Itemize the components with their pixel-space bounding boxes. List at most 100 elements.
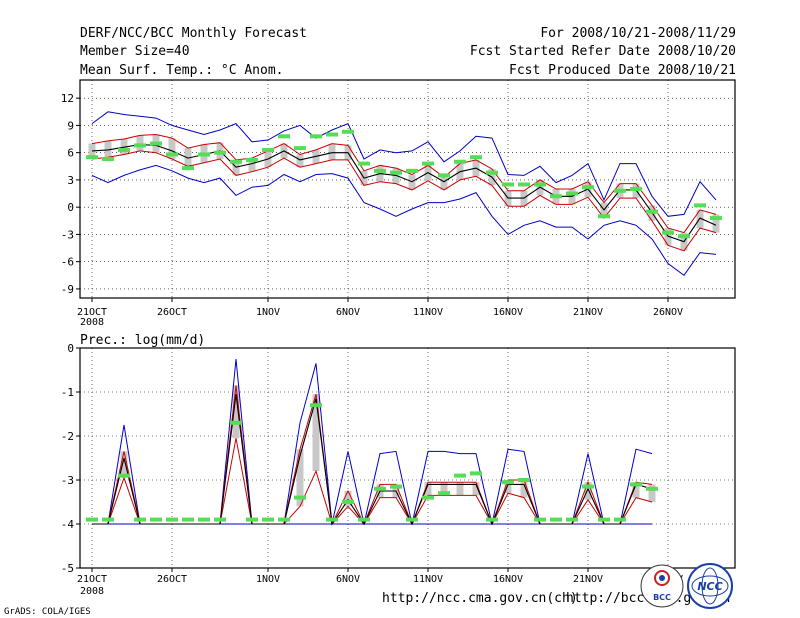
- member-size: Member Size=40: [80, 44, 190, 59]
- temp-control-marker: [262, 147, 274, 152]
- prec-spread-box: [472, 482, 480, 496]
- prec-spread-high-line: [92, 385, 653, 526]
- prec-spread-box: [296, 449, 304, 507]
- temp-xsub-label: 2008: [80, 317, 104, 328]
- temp-control-marker: [630, 187, 642, 191]
- prec-spread-box: [120, 451, 128, 478]
- temp-max-line: [91, 111, 717, 217]
- prec-control-marker: [230, 420, 242, 425]
- temp-control-marker: [390, 170, 402, 175]
- prec-xtick-label: 21NOV: [573, 574, 603, 585]
- temp-xtick-label: 6NOV: [336, 307, 360, 318]
- temp-spread-box: [296, 154, 304, 168]
- temp-spread-box: [88, 143, 96, 160]
- prec-xtick-label: 11NOV: [413, 574, 443, 585]
- temp-spread-box: [184, 148, 192, 167]
- prec-control-marker: [566, 517, 578, 522]
- prec-control-marker: [646, 486, 658, 491]
- prec-ytick-label: 0: [67, 342, 74, 355]
- prec-control-marker: [422, 495, 434, 500]
- temp-control-marker: [214, 150, 226, 155]
- prec-ytick-label: -4: [61, 518, 75, 531]
- temp-control-marker: [694, 203, 706, 208]
- prec-control-marker: [358, 517, 370, 522]
- temp-control-marker: [118, 147, 130, 152]
- prec-control-marker: [246, 517, 258, 522]
- temp-xtick-label: 21OCT: [77, 307, 107, 318]
- prec-ytick-label: -3: [61, 474, 74, 487]
- prec-control-marker: [630, 482, 642, 487]
- prec-xsub-label: 2008: [80, 586, 104, 597]
- temp-ytick-label: 12: [61, 92, 74, 105]
- produced-date: Fcst Produced Date 2008/10/21: [509, 63, 736, 78]
- temp-spread-box: [104, 140, 112, 158]
- prec-control-marker: [374, 486, 386, 491]
- prec-control-marker: [118, 473, 130, 478]
- temp-control-marker: [134, 143, 146, 148]
- temp-control-marker: [374, 168, 386, 173]
- prec-control-marker: [262, 517, 274, 522]
- variable-label: Mean Surf. Temp.: °C Anom.: [80, 63, 284, 78]
- prec-xtick-label: 6NOV: [336, 574, 360, 585]
- temp-control-marker: [86, 155, 98, 160]
- temp-control-marker: [438, 173, 450, 178]
- prec-ytick-label: -5: [61, 562, 74, 575]
- temp-frame: [79, 79, 736, 299]
- prec-xtick-label: 21OCT: [77, 574, 107, 585]
- prec-xtick-label: 26OCT: [157, 574, 187, 585]
- prec-control-marker: [342, 500, 354, 504]
- temp-spread-box: [136, 135, 144, 151]
- temp-control-marker: [358, 161, 370, 166]
- prec-spread-box: [632, 482, 640, 498]
- temp-ytick-label: -9: [61, 283, 74, 296]
- temp-ytick-label: -3: [61, 228, 74, 241]
- temp-control-marker: [342, 129, 354, 134]
- prec-control-marker: [534, 517, 546, 522]
- ncc-logo-text: NCC: [697, 580, 722, 593]
- temp-control-marker: [246, 157, 258, 162]
- temp-ytick-label: 3: [67, 174, 74, 187]
- prec-xtick-label: 1NOV: [256, 574, 280, 585]
- temp-control-marker: [166, 152, 178, 157]
- prec-xtick-label: 16NOV: [493, 574, 523, 585]
- temp-spread-box: [712, 214, 720, 233]
- prec-control-marker: [550, 517, 562, 522]
- prec-spread-box: [312, 394, 320, 472]
- temp-control-marker: [614, 188, 626, 193]
- prec-control-marker: [166, 517, 178, 522]
- temp-control-marker: [662, 230, 674, 235]
- prec-control-marker: [134, 517, 146, 522]
- temp-xtick-label: 26NOV: [653, 307, 683, 318]
- prec-spread-box: [440, 482, 448, 496]
- prec-frame: [79, 347, 736, 569]
- prec-spread-box: [456, 482, 464, 496]
- prec-spread-box: [344, 491, 352, 507]
- prec-control-marker: [198, 517, 210, 522]
- temp-control-marker: [470, 155, 482, 160]
- prec-control-marker: [278, 517, 290, 522]
- prec-control-marker: [614, 517, 626, 522]
- prec-control-marker: [518, 478, 530, 482]
- temp-control-marker: [326, 132, 338, 137]
- temp-control-marker: [646, 209, 658, 214]
- temp-xtick-label: 1NOV: [256, 307, 280, 318]
- prec-spread-low-line: [92, 438, 653, 526]
- prec-control-marker: [486, 517, 498, 522]
- forecast-period: For 2008/10/21-2008/11/29: [540, 26, 736, 41]
- prec-spread-box: [232, 385, 240, 439]
- temp-control-marker: [182, 166, 194, 171]
- chart-title: DERF/NCC/BCC Monthly Forecast: [80, 26, 307, 41]
- temp-ytick-label: 0: [67, 201, 74, 214]
- temp-spread-low-line: [91, 150, 717, 252]
- temp-ytick-label: -6: [61, 256, 74, 269]
- temp-control-marker: [534, 182, 546, 187]
- prec-control-marker: [502, 480, 514, 485]
- prec-control-marker: [294, 495, 306, 500]
- temp-spread-box: [440, 177, 448, 190]
- temp-control-marker: [310, 134, 322, 139]
- temp-control-marker: [710, 216, 722, 221]
- url-ncc[interactable]: http://ncc.cma.gov.cn(ch): [382, 591, 578, 606]
- temp-spread-box: [248, 158, 256, 172]
- prec-spread-box: [584, 482, 592, 500]
- temp-control-marker: [406, 168, 418, 173]
